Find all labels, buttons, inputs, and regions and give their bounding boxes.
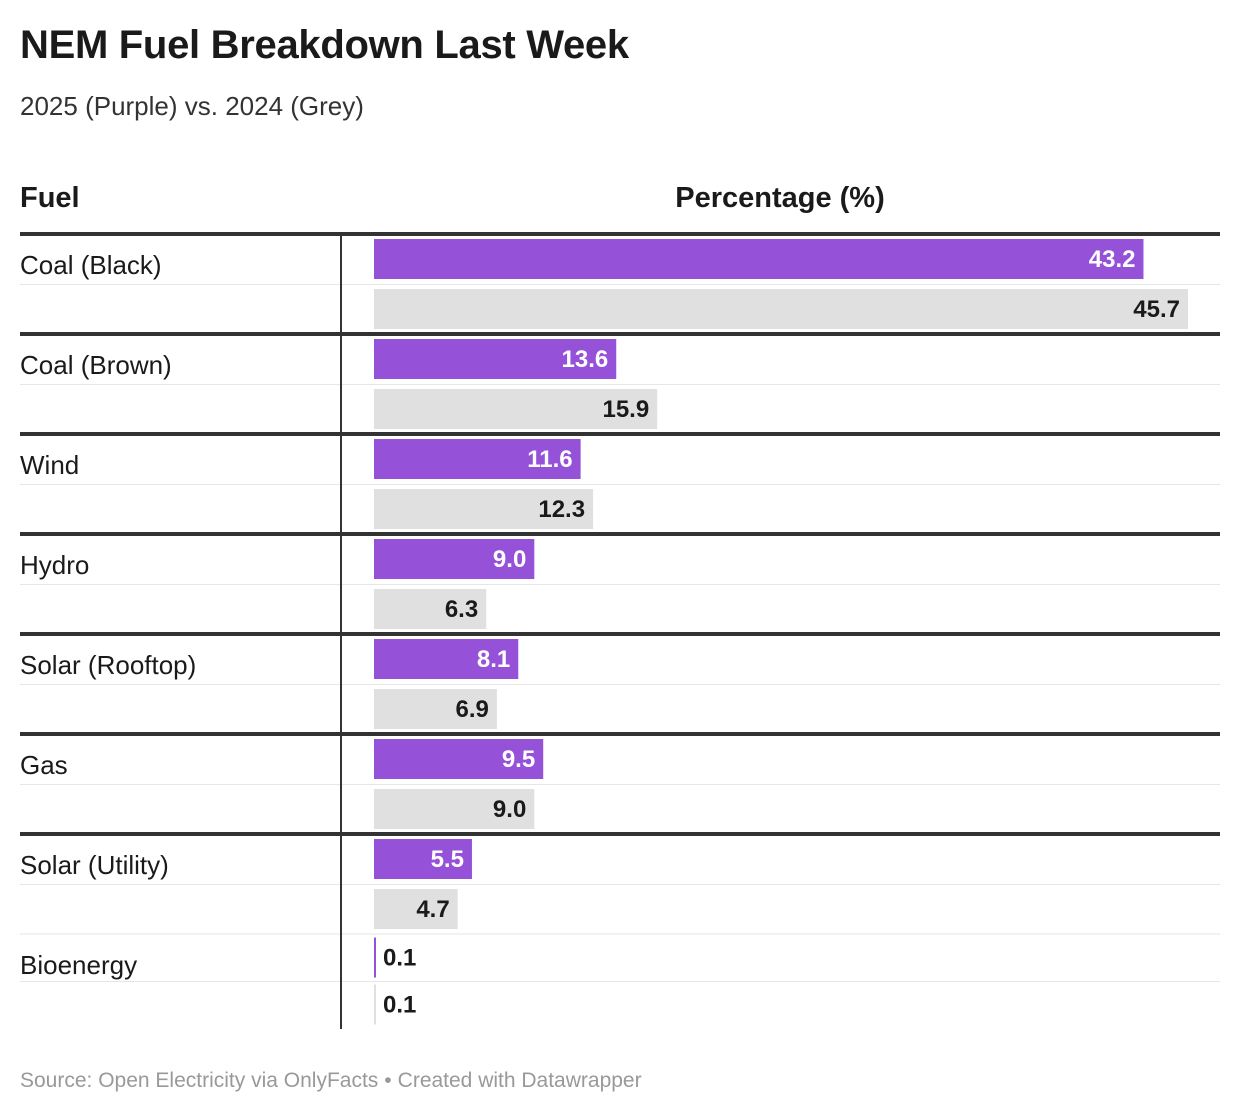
category-label-hydro: Hydro (20, 550, 89, 580)
chart-footer: Source: Open Electricity via OnlyFacts • C… (20, 1066, 642, 1096)
value-label-2025-solar-utility: 5.5 (431, 846, 464, 873)
row-divider (20, 484, 1220, 485)
value-label-2024-bioenergy: 0.1 (383, 992, 416, 1019)
bar-2024-coal-brown (374, 389, 658, 429)
bar-2024-hydro (374, 589, 487, 629)
row-divider (20, 933, 1220, 935)
value-label-2025-bioenergy: 0.1 (383, 945, 416, 972)
category-label-bioenergy: Bioenergy (20, 950, 137, 980)
bar-2025-hydro (374, 539, 535, 579)
credit-note: Created with Datawrapper (397, 1069, 642, 1092)
value-label-2025-coal-black: 43.2 (1089, 246, 1136, 273)
bar-2024-gas (374, 789, 535, 829)
row-divider (20, 981, 1220, 982)
group-divider (20, 632, 1220, 636)
group-divider (20, 332, 1220, 336)
category-label-wind: Wind (20, 450, 79, 480)
value-label-2025-solar-rooftop: 8.1 (477, 646, 510, 673)
row-divider (20, 884, 1220, 885)
bar-2025-solar-rooftop (374, 639, 519, 679)
value-label-2025-wind: 11.6 (527, 446, 572, 473)
bar-2025-bioenergy (374, 937, 376, 978)
bar-2024-wind (374, 489, 594, 529)
bar-2024-solar-rooftop (374, 689, 497, 729)
value-label-2024-coal-black: 45.7 (1133, 296, 1180, 323)
bar-2025-gas (374, 739, 544, 779)
category-label-solar-rooftop: Solar (Rooftop) (20, 650, 196, 680)
category-label-gas: Gas (20, 750, 68, 780)
bar-2025-solar-utility (374, 839, 472, 879)
bar-2024-coal-black (374, 289, 1188, 329)
chart-title: NEM Fuel Breakdown Last Week (20, 23, 629, 67)
category-label-solar-utility: Solar (Utility) (20, 850, 169, 880)
bar-2025-coal-brown (374, 339, 617, 379)
group-divider (20, 732, 1220, 736)
value-label-2024-wind: 12.3 (538, 496, 585, 523)
row-divider (20, 684, 1220, 685)
value-label-2024-solar-rooftop: 6.9 (456, 696, 489, 723)
bar-2025-coal-black (374, 239, 1144, 279)
chart-subtitle: 2025 (Purple) vs. 2024 (Grey) (20, 91, 364, 121)
value-label-2024-solar-utility: 4.7 (416, 896, 449, 923)
percentage-column-header: Percentage (%) (675, 182, 885, 214)
bar-2024-bioenergy (374, 984, 376, 1025)
value-label-2025-coal-brown: 13.6 (562, 346, 609, 373)
category-label-coal-brown: Coal (Brown) (20, 350, 172, 380)
column-divider (340, 234, 342, 1029)
group-divider (20, 832, 1220, 836)
fuel-column-header: Fuel (20, 182, 80, 214)
bar-2025-wind (374, 439, 581, 479)
category-label-coal-black: Coal (Black) (20, 250, 162, 280)
value-label-2025-hydro: 9.0 (493, 546, 526, 573)
row-divider (20, 284, 1220, 285)
source-note: Source: Open Electricity via OnlyFacts (20, 1069, 379, 1092)
value-label-2024-gas: 9.0 (493, 796, 526, 823)
group-divider (20, 232, 1220, 236)
row-divider (20, 784, 1220, 785)
footer-separator: • (384, 1069, 392, 1092)
group-divider (20, 532, 1220, 536)
value-label-2024-hydro: 6.3 (445, 596, 478, 623)
group-divider (20, 432, 1220, 436)
value-label-2024-coal-brown: 15.9 (602, 396, 649, 423)
row-divider (20, 584, 1220, 585)
value-label-2025-gas: 9.5 (502, 746, 535, 773)
row-divider (20, 384, 1220, 385)
bar-2024-solar-utility (374, 889, 458, 929)
